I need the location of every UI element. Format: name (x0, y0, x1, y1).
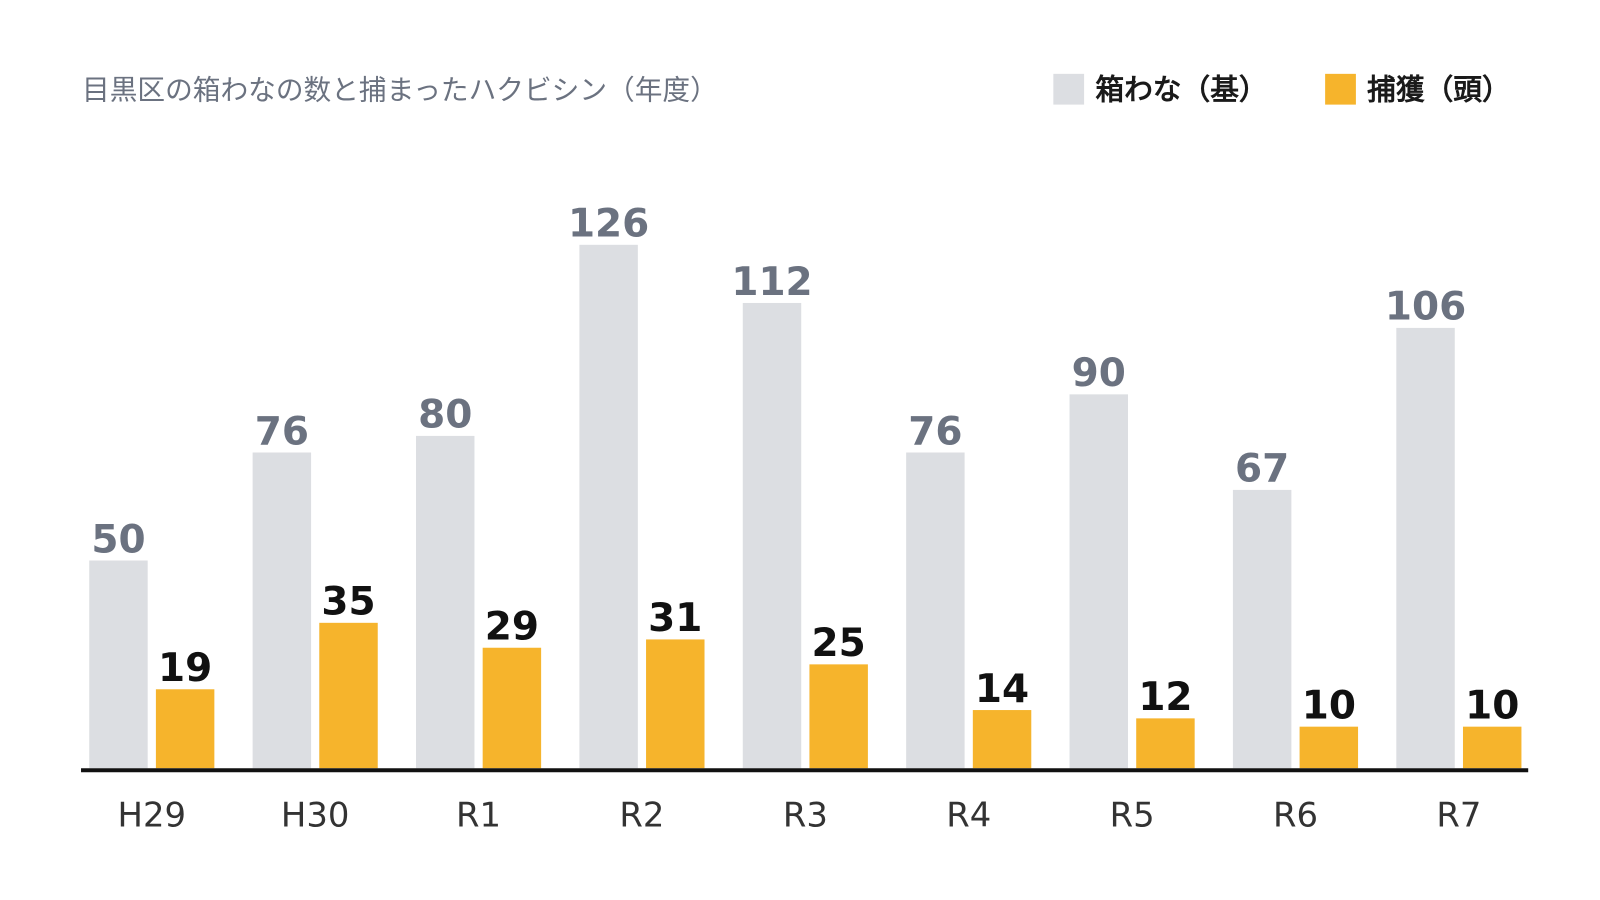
legend-swatch (1053, 73, 1085, 105)
value-label: 90 (1072, 351, 1126, 396)
value-label: 112 (731, 260, 812, 305)
bar (906, 452, 965, 769)
bar (1299, 726, 1359, 769)
bar (1136, 718, 1195, 769)
bar (416, 435, 475, 769)
value-label: 106 (1385, 285, 1466, 330)
value-label: 10 (1302, 683, 1356, 728)
legend-label: 箱わな（基） (1095, 72, 1267, 106)
chart-title: 目黒区の箱わなの数と捕まったハクビシン（年度） (82, 73, 718, 106)
bar (1396, 327, 1455, 769)
bar (742, 302, 802, 769)
value-label: 31 (648, 596, 702, 641)
bar (579, 244, 638, 769)
value-label: 19 (158, 646, 212, 691)
value-label: 29 (485, 605, 539, 650)
x-tick-label: R6 (1273, 796, 1318, 835)
legend-swatch (1325, 73, 1356, 105)
bar (646, 639, 705, 769)
bar (319, 622, 378, 769)
value-label: 126 (568, 202, 649, 247)
value-label: 10 (1465, 683, 1519, 728)
value-label: 76 (908, 409, 962, 454)
bar (1069, 394, 1128, 769)
legend-label: 捕獲（頭） (1367, 72, 1511, 106)
bar (482, 647, 542, 769)
bar (89, 560, 148, 769)
bar (972, 710, 1032, 769)
x-tick-label: H30 (281, 796, 349, 835)
plot: 50 19 H29 76 35 H30 80 29 R1 126 31 R2 112 25 R3 76 14 R4… (89, 202, 1522, 835)
value-label: 14 (975, 667, 1029, 712)
x-tick-label: R5 (1110, 796, 1155, 835)
x-tick-label: R1 (456, 796, 501, 835)
value-label: 50 (91, 517, 145, 562)
value-label: 25 (812, 621, 866, 666)
x-tick-label: R7 (1436, 796, 1481, 835)
value-label: 76 (255, 409, 309, 454)
value-label: 35 (321, 580, 375, 625)
bar (1462, 726, 1522, 769)
x-tick-label: R2 (619, 796, 664, 835)
x-tick-label: R3 (783, 796, 828, 835)
x-tick-label: R4 (946, 796, 991, 835)
bar (155, 689, 215, 769)
bar (809, 664, 868, 769)
legend: 箱わな（基） 捕獲（頭） (1053, 72, 1511, 106)
bar (252, 452, 312, 769)
bar (1232, 489, 1292, 769)
value-label: 67 (1235, 447, 1289, 492)
value-label: 80 (418, 393, 472, 438)
value-label: 12 (1138, 675, 1192, 720)
x-tick-label: H29 (118, 796, 186, 835)
